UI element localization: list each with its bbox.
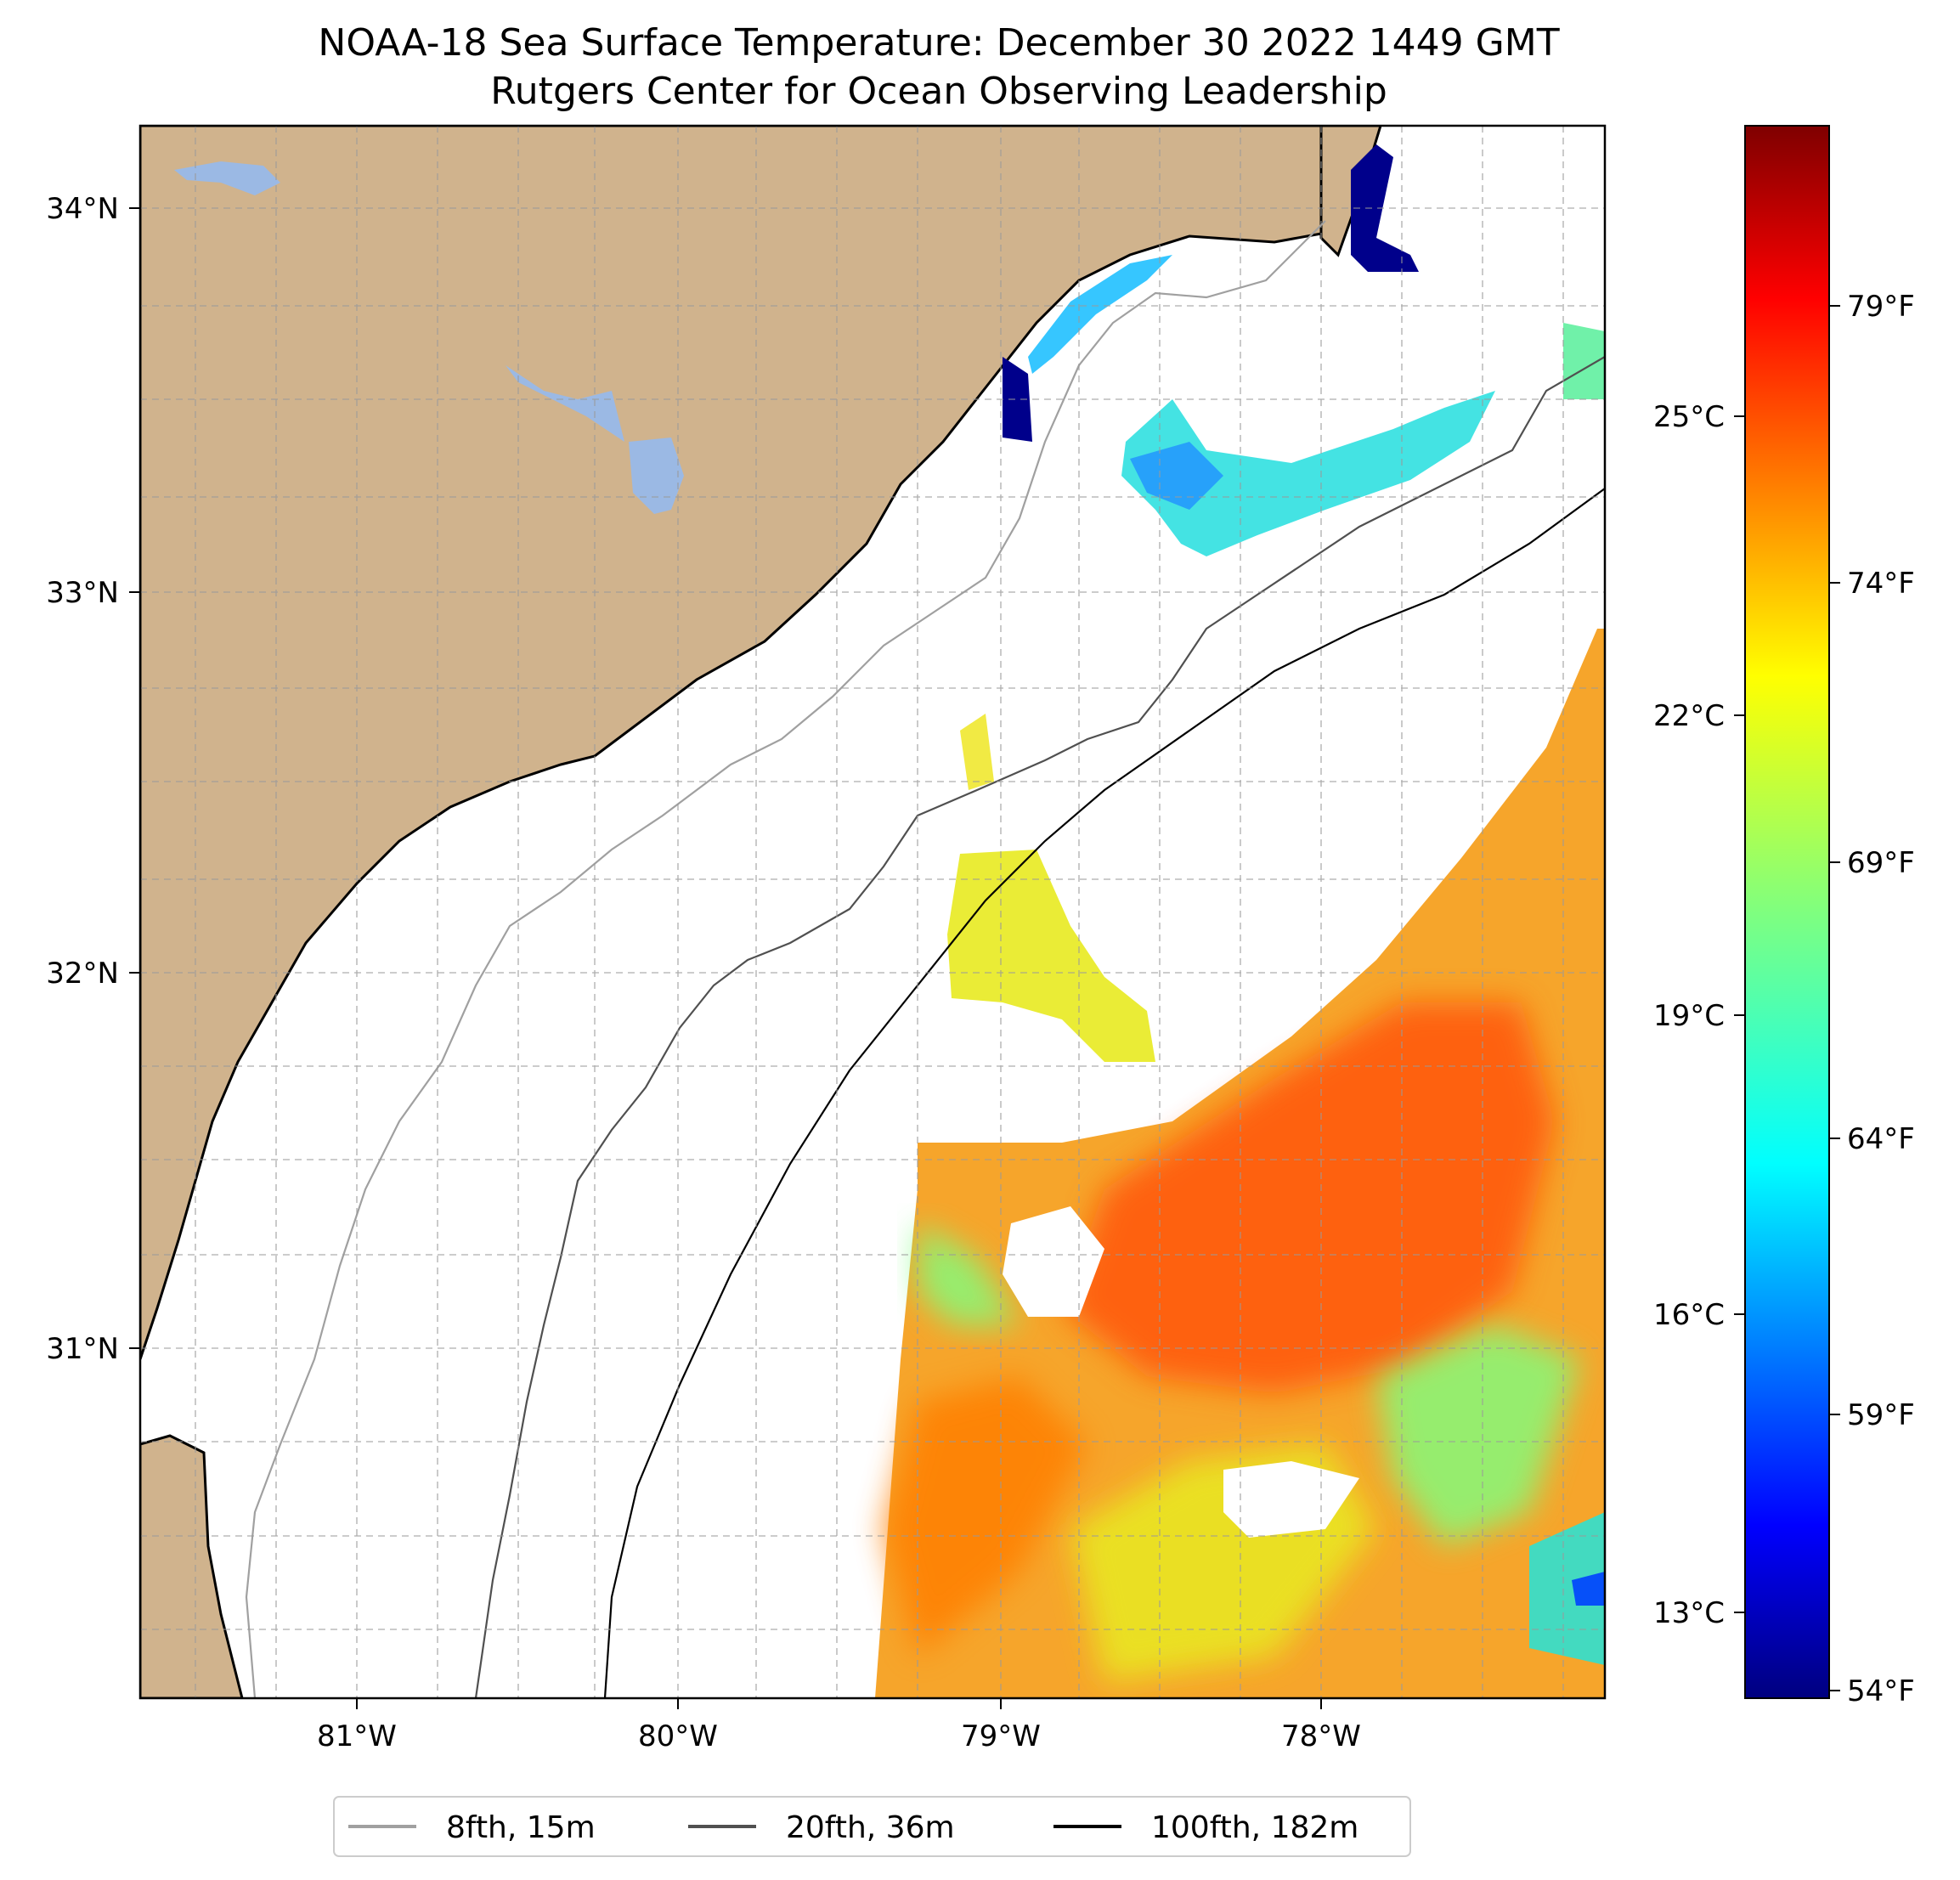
lon-label-79: 79°W (961, 1719, 1041, 1753)
land-mass (140, 126, 1357, 1360)
colorbar-c-13: 13°C (1653, 1596, 1725, 1630)
lake-moultrie (629, 438, 684, 514)
colorbar (1744, 125, 1830, 1699)
lat-label-33: 33°N (46, 576, 119, 610)
lake-north (174, 161, 280, 195)
longitude-axis (356, 1698, 1322, 1709)
colorbar-f-74: 74°F (1847, 567, 1915, 601)
lon-label-80: 80°W (638, 1719, 718, 1753)
colorbar-c-16: 16°C (1653, 1298, 1725, 1332)
contour-100fth (603, 488, 1605, 1698)
legend-label-100fth: 100fth, 182m (1151, 1810, 1358, 1845)
colorbar-c-22: 22°C (1653, 699, 1725, 733)
map-area (140, 126, 1605, 1698)
map-title: NOAA-18 Sea Surface Temperature: Decembe… (318, 21, 1559, 65)
colorbar-ticks (1734, 305, 1840, 1691)
map-gridlines (140, 126, 1605, 1698)
legend-label-8fth: 8fth, 15m (446, 1810, 596, 1845)
contour-legend: 8fth, 15m 20fth, 36m 100fth, 182m (333, 1796, 1411, 1857)
contour-8fth (245, 220, 1326, 1698)
lat-label-31: 31°N (46, 1332, 119, 1366)
map-subtitle: Rutgers Center for Ocean Observing Leade… (490, 70, 1387, 113)
map-frame (138, 124, 1607, 1700)
colorbar-f-59: 59°F (1847, 1398, 1915, 1432)
lon-label-81: 81°W (317, 1719, 397, 1753)
colorbar-f-79: 79°F (1847, 290, 1915, 324)
contour-20fth (474, 356, 1605, 1698)
colorbar-f-64: 64°F (1847, 1122, 1915, 1156)
legend-box (333, 1796, 1411, 1857)
colorbar-f-69: 69°F (1847, 846, 1915, 880)
lon-label-78: 78°W (1281, 1719, 1361, 1753)
lat-label-32: 32°N (46, 957, 119, 991)
land-south (140, 1434, 244, 1698)
colorbar-c-25: 25°C (1653, 400, 1725, 434)
lat-label-34: 34°N (46, 192, 119, 226)
colorbar-f-54: 54°F (1847, 1674, 1915, 1708)
lake-marion (506, 365, 624, 442)
colorbar-c-19: 19°C (1653, 999, 1725, 1033)
legend-label-20fth: 20fth, 36m (786, 1810, 955, 1845)
latitude-axis (129, 207, 140, 1349)
